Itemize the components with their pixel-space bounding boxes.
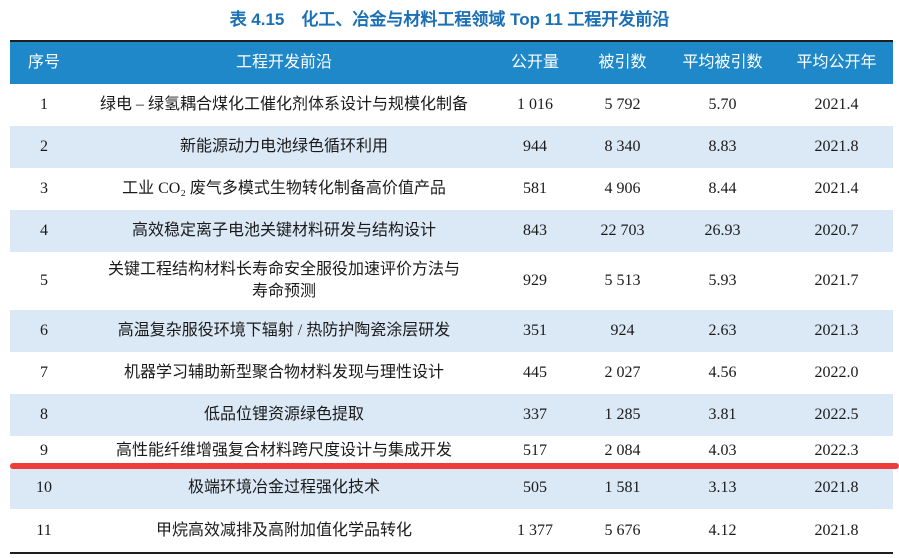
table-body: 1 绿电 – 绿氢耦合煤化工催化剂体系设计与规模化制备 1 016 5 7 9 2 … [10,84,893,552]
cell-avg-year: 2021.4 [814,96,859,114]
cell-no: 10 [36,478,52,496]
table-row: 5 关键工程结构材料长寿命安全服役加速评价方法与 寿命预测 929 5 513 … [10,252,893,310]
column-header-no: 序号 [27,54,60,72]
cell-frontier: 极端环境冶金过程强化技术 [187,478,380,496]
cell-avg-citations: 4.12 [708,521,737,539]
cell-avg-year: 2022.5 [814,406,859,424]
cell-publications: 337 [523,406,547,424]
cell-citations: 5 676 [604,521,641,539]
table-row: 4 高效稳定离子电池关键材料研发与结构设计 843 22 703 26.93 2… [10,210,893,252]
cell-publications: 1 016 [517,96,553,114]
cell-avg-citations: 3.81 [708,406,737,424]
cell-no: 2 [40,138,48,156]
cell-avg-year: 2021.8 [814,478,859,496]
cell-publications: 581 [523,180,547,198]
table-title: 表 4.15 化工、冶金与材料工程领域 Top 11 工程开发前沿 [229,10,670,29]
cell-frontier: 甲烷高效减排及高附加值化学品转化 [155,521,412,539]
cell-citations: 924 [610,322,635,340]
cell-publications: 1 377 [517,521,553,539]
cell-no: 7 [40,364,48,382]
cell-no: 8 [40,406,48,424]
cell-avg-citations: 26.93 [704,222,741,240]
cell-citations: 22 703 [600,222,645,240]
cell-citations: 8 340 [604,138,641,156]
cell-avg-citations: 3.13 [708,478,737,496]
cell-frontier: 高温复杂服役环境下辐射 / 热防护陶瓷涂层研发 [117,322,451,340]
column-header-frontier: 工程开发前沿 [235,54,332,72]
table-row: 8 低品位锂资源绿色提取 337 1 285 3.81 2022.5 [10,394,893,436]
cell-publications: 929 [523,272,547,290]
cell-no: 6 [40,322,48,340]
cell-frontier: 机器学习辅助新型聚合物材料发现与理性设计 [123,364,444,382]
cell-avg-citations: 4.56 [708,364,737,382]
cell-publications: 843 [523,222,547,240]
cell-frontier: 绿电 – 绿氢耦合煤化工催化剂体系设计与规模化制备 [99,96,468,114]
cell-frontier: 低品位锂资源绿色提取 [203,406,364,424]
cell-no: 5 [40,272,48,290]
table-header-row: 序号 工程开发前沿 公开量 被引数 平均被引数 平均公开年 [10,42,893,84]
cell-avg-citations: 4.03 [708,442,737,460]
table-row: 3 工业 CO₂ 废气多模式生物转化制备高价值产品 581 4 906 8.44… [10,168,893,210]
cell-no: 9 [40,442,48,460]
cell-avg-year: 2021.8 [814,138,859,156]
cell-avg-year: 2021.7 [814,272,859,290]
table-row: 7 机器学习辅助新型聚合物材料发现与理性设计 445 2 027 4.56 20… [10,352,893,394]
cell-frontier: 工业 CO₂ 废气多模式生物转化制备高价值产品 [122,180,446,198]
table-row: 9 高性能纤维增强复合材料跨尺度设计与集成开发 517 2 084 4.03 2… [10,436,893,466]
cell-no: 4 [40,222,48,240]
cell-publications: 445 [523,364,547,382]
cell-citations: 1 581 [604,478,641,496]
cell-publications: 517 [523,442,547,460]
cell-citations: 2 084 [604,442,641,460]
data-table: 序号 工程开发前沿 公开量 被引数 平均被引数 平均公开年 1 绿电 – 绿氢耦… [10,40,893,554]
cell-avg-year: 2022.0 [814,364,859,382]
table-row: 2 新能源动力电池绿色循环利用 944 8 340 8.83 2021.8 [10,126,893,168]
cell-no: 1 [40,96,48,114]
table-row: 11 甲烷高效减排及高附加值化学品转化 1 377 5 676 4.12 202… [10,509,893,552]
cell-publications: 505 [523,478,547,496]
cell-avg-year: 2021.8 [814,521,859,539]
cell-avg-year: 2022.3 [814,442,859,460]
cell-avg-citations: 8.44 [708,180,737,198]
cell-frontier: 高性能纤维增强复合材料跨尺度设计与集成开发 [115,442,452,460]
cell-avg-citations: 5.70 [708,96,737,114]
cell-publications: 944 [523,138,547,156]
column-header-citations: 被引数 [598,54,647,72]
column-header-avg-citations: 平均被引数 [682,54,763,72]
cell-avg-year: 2021.4 [814,180,859,198]
cell-citations: 5 792 [604,96,641,114]
table-row: 1 绿电 – 绿氢耦合煤化工催化剂体系设计与规模化制备 1 016 5 792 … [10,84,893,126]
table-row: 6 高温复杂服役环境下辐射 / 热防护陶瓷涂层研发 351 924 2.63 2… [10,310,893,352]
cell-avg-year: 2020.7 [814,222,859,240]
highlight-underline [10,463,899,469]
cell-avg-citations: 8.83 [708,138,737,156]
cell-no: 11 [36,521,52,539]
cell-citations: 4 906 [604,180,641,198]
cell-publications: 351 [523,322,547,340]
cell-citations: 5 513 [604,272,641,290]
cell-citations: 2 027 [604,364,641,382]
cell-avg-citations: 5.93 [708,272,737,290]
cell-frontier: 新能源动力电池绿色循环利用 [179,138,388,156]
cell-no: 3 [40,180,48,198]
cell-frontier: 高效稳定离子电池关键材料研发与结构设计 [131,222,436,240]
cell-frontier: 关键工程结构材料长寿命安全服役加速评价方法与 寿命预测 [107,261,460,300]
column-header-avg-year: 平均公开年 [796,54,877,72]
cell-citations: 1 285 [604,406,641,424]
table-row: 10 极端环境冶金过程强化技术 505 1 581 3.13 2021.8 [10,466,893,509]
column-header-publications: 公开量 [510,54,559,72]
cell-avg-year: 2021.3 [814,322,859,340]
cell-avg-citations: 2.63 [708,322,737,340]
